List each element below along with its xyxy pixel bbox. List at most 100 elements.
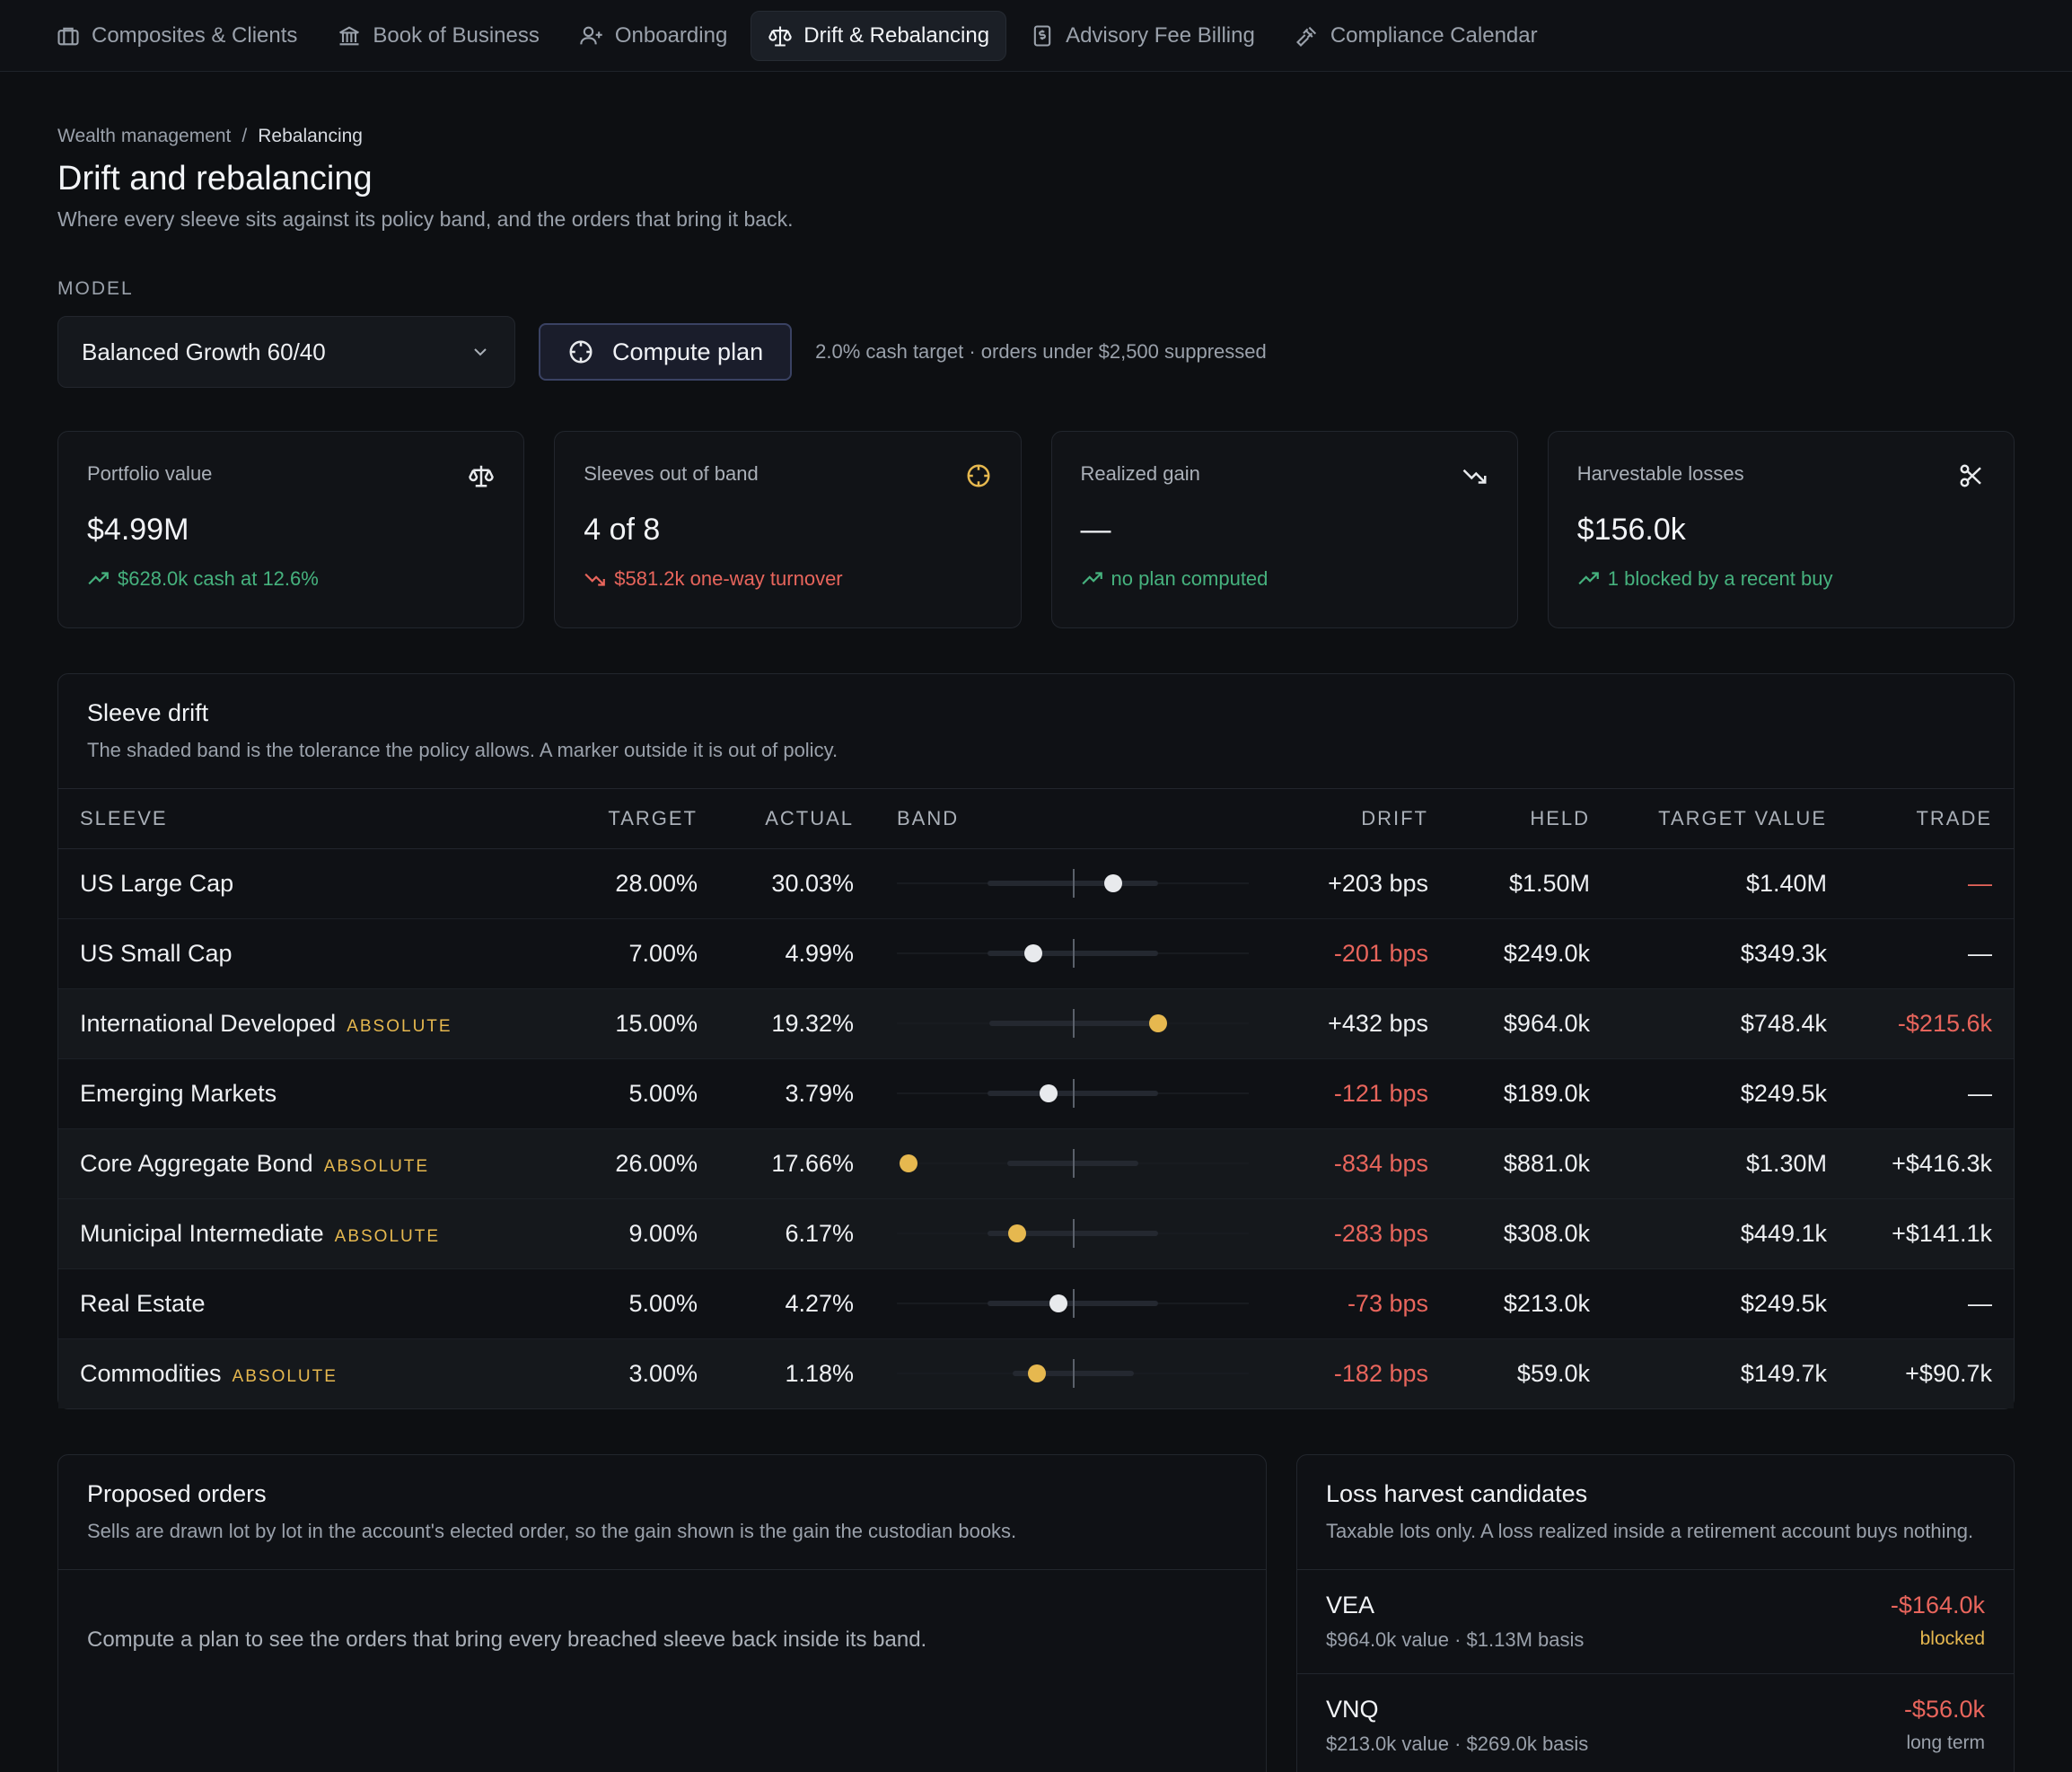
table-row[interactable]: Municipal Intermediate ABSOLUTE 9.00% 6.1… (58, 1198, 2014, 1269)
drift-cell: -182 bps (1270, 1338, 1450, 1408)
stat-cards: Portfolio value $4.99M $628.0k cash at 1… (57, 431, 2015, 628)
table-row[interactable]: International Developed ABSOLUTE 15.00% 1… (58, 988, 2014, 1059)
nav-tab-book-of-business[interactable]: Book of Business (320, 11, 555, 61)
band-cell (875, 848, 1270, 919)
drift-marker (1023, 944, 1042, 962)
band-cell (875, 1058, 1270, 1129)
stat-footnote-text: $628.0k cash at 12.6% (118, 567, 319, 590)
actual-cell: 19.32% (719, 988, 875, 1059)
list-item[interactable]: VNQ $213.0k value · $269.0k basis -$56.0… (1297, 1674, 2014, 1772)
drift-cell: -283 bps (1270, 1198, 1450, 1269)
scale-icon (469, 465, 495, 487)
band-tolerance (989, 1021, 1156, 1026)
drift-marker (1007, 1224, 1026, 1242)
band-target-tick (1073, 1009, 1075, 1038)
model-controls: Balanced Growth 60/40 Compute plan 2.0% … (57, 316, 2015, 388)
model-label: MODEL (57, 278, 134, 299)
nav-tab-composites-clients[interactable]: Composites & Clients (40, 11, 313, 61)
target-value-cell: $449.1k (1611, 1198, 1848, 1269)
held-cell: $59.0k (1450, 1338, 1611, 1408)
stat-card-sleeves-out-of-band: Sleeves out of band 4 of 8 $581.2k one-w… (554, 431, 1022, 628)
band-cell (875, 1338, 1270, 1408)
table-row[interactable]: Core Aggregate Bond ABSOLUTE 26.00% 17.66… (58, 1128, 2014, 1199)
harvest-loss: -$56.0k (1903, 1696, 1985, 1723)
stat-footnote: no plan computed (1081, 567, 1488, 591)
col-target[interactable]: TARGET (561, 789, 719, 849)
stat-footnote: $581.2k one-way turnover (584, 567, 991, 591)
nav-tab-compliance-calendar[interactable]: Compliance Calendar (1278, 11, 1554, 61)
col-trade[interactable]: TRADE (1848, 789, 2014, 849)
band-track (897, 935, 1249, 971)
model-select[interactable]: Balanced Growth 60/40 (57, 316, 515, 388)
harvest-figures: -$56.0k long term (1904, 1696, 1985, 1756)
nav-tab-label: Drift & Rebalancing (803, 22, 990, 48)
stat-icon (1958, 462, 1985, 489)
actual-cell: 30.03% (719, 848, 875, 919)
list-item[interactable]: VEA $964.0k value · $1.13M basis -$164.0… (1297, 1570, 2014, 1674)
col-sleeve[interactable]: SLEEVE (58, 789, 561, 849)
held-cell: $881.0k (1450, 1128, 1611, 1199)
proposed-orders-header: Proposed orders Sells are drawn lot by l… (58, 1455, 1266, 1570)
drift-marker (1027, 1364, 1046, 1383)
band-target-tick (1073, 1289, 1075, 1318)
gavel-icon (1295, 26, 1316, 47)
drift-marker (1049, 1294, 1067, 1312)
band-target-tick (1073, 1219, 1075, 1248)
harvest-loss: -$164.0k (1890, 1592, 1985, 1618)
sleeve-cell: Real Estate (58, 1268, 561, 1339)
loss-harvest-panel: Loss harvest candidates Taxable lots onl… (1296, 1454, 2015, 1772)
trending-down-icon (584, 573, 606, 586)
harvest-info: VNQ $213.0k value · $269.0k basis (1326, 1696, 1588, 1756)
chevron-down-icon (474, 348, 487, 356)
target-cell: 7.00% (561, 918, 719, 989)
drift-marker (1103, 874, 1122, 892)
compute-plan-button[interactable]: Compute plan (539, 323, 793, 381)
target-cell: 9.00% (561, 1198, 719, 1269)
col-drift[interactable]: DRIFT (1270, 789, 1450, 849)
trending-up-icon (1578, 572, 1599, 585)
table-row[interactable]: US Small Cap 7.00% 4.99% -201 bps $249.0… (58, 918, 2014, 989)
band-track (897, 1005, 1249, 1041)
band-cell (875, 1128, 1270, 1199)
bank-icon (339, 25, 360, 45)
table-row[interactable]: Emerging Markets 5.00% 3.79% -121 bps $1… (58, 1058, 2014, 1129)
stat-value: $4.99M (87, 513, 189, 547)
loss-harvest-subtitle: Taxable lots only. A loss realized insid… (1326, 1520, 1974, 1542)
band-track (897, 1075, 1249, 1111)
actual-cell: 4.27% (719, 1268, 875, 1339)
nav-tab-onboarding[interactable]: Onboarding (563, 11, 743, 61)
band-target-tick (1073, 869, 1075, 898)
band-target-tick (1073, 1149, 1075, 1178)
target-value-cell: $249.5k (1611, 1268, 1848, 1339)
table-row[interactable]: US Large Cap 28.00% 30.03% +203 bps $1.5… (58, 848, 2014, 919)
col-held[interactable]: HELD (1450, 789, 1611, 849)
nav-tab-drift-rebalancing[interactable]: Drift & Rebalancing (751, 10, 1007, 61)
drift-cell: +203 bps (1270, 848, 1450, 919)
trending-down-icon (1462, 469, 1487, 484)
stat-value: 4 of 8 (584, 513, 661, 547)
plan-hint: 2.0% cash target · orders under $2,500 s… (815, 340, 1267, 363)
harvest-ticker: VNQ (1326, 1696, 1379, 1723)
stat-footnote: 1 blocked by a recent buy (1577, 567, 1985, 591)
drift-cell: -121 bps (1270, 1058, 1450, 1129)
sleeve-name: US Small Cap (80, 939, 233, 967)
sleeve-cell: US Large Cap (58, 848, 561, 919)
target-cell: 5.00% (561, 1058, 719, 1129)
breadcrumb-parent[interactable]: Wealth management (57, 126, 232, 146)
scissors-icon (1960, 464, 1981, 487)
table-row[interactable]: Real Estate 5.00% 4.27% -73 bps $213.0k … (58, 1268, 2014, 1339)
band-track (897, 1145, 1249, 1181)
col-actual[interactable]: ACTUAL (719, 789, 875, 849)
trade-cell: — (1848, 1058, 2014, 1129)
sleeve-name: Municipal Intermediate (80, 1219, 324, 1247)
col-target-value[interactable]: TARGET VALUE (1611, 789, 1848, 849)
sleeve-drift-table: SLEEVE TARGET ACTUAL BAND DRIFT HELD TAR… (58, 789, 2014, 1408)
actual-cell: 6.17% (719, 1198, 875, 1269)
nav-tab-advisory-fee-billing[interactable]: Advisory Fee Billing (1014, 11, 1271, 61)
harvest-meta: $213.0k value · $269.0k basis (1326, 1733, 1589, 1755)
table-row[interactable]: Commodities ABSOLUTE 3.00% 1.18% -182 bps… (58, 1338, 2014, 1408)
sleeve-drift-title: Sleeve drift (87, 699, 209, 726)
target-value-cell: $1.30M (1611, 1128, 1848, 1199)
target-cell: 28.00% (561, 848, 719, 919)
crosshair-icon (967, 464, 989, 487)
